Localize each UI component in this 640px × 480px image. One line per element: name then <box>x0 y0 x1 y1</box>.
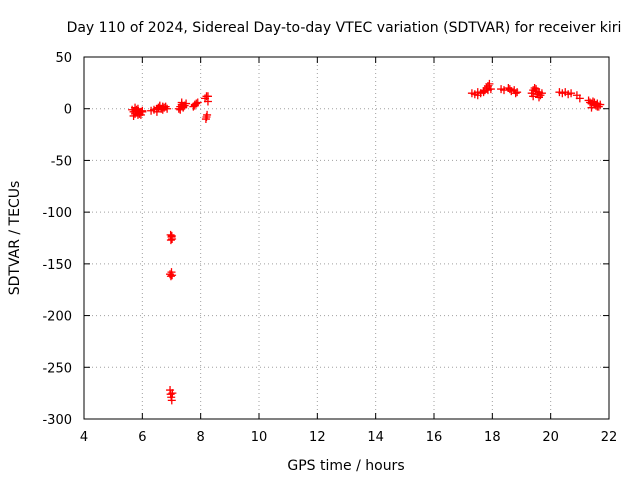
data-points <box>128 79 605 405</box>
x-tick-label: 22 <box>601 430 618 445</box>
data-point <box>593 102 602 111</box>
x-tick-label: 12 <box>309 430 326 445</box>
y-tick-label: 50 <box>55 51 72 66</box>
data-point <box>129 111 138 120</box>
plot-frame <box>83 56 610 420</box>
y-tick-label: -200 <box>42 310 72 325</box>
data-point <box>590 98 599 107</box>
y-tick-label: -250 <box>42 361 72 376</box>
x-tick-label: 14 <box>367 430 384 445</box>
x-tick-label: 4 <box>80 430 88 445</box>
data-point <box>511 89 520 98</box>
x-tick-label: 20 <box>542 430 559 445</box>
data-point <box>168 271 177 280</box>
data-point <box>567 89 576 98</box>
data-point <box>177 98 186 107</box>
data-point <box>535 93 543 102</box>
data-point <box>500 86 508 95</box>
data-point <box>529 92 538 101</box>
x-tick-label: 6 <box>138 430 146 445</box>
x-axis-label: GPS time / hours <box>287 458 404 474</box>
grid-lines <box>84 57 609 419</box>
y-tick-label: 0 <box>64 103 72 118</box>
data-point <box>587 103 596 112</box>
x-tick-label: 8 <box>197 430 205 445</box>
data-point <box>163 104 172 113</box>
y-tick-label: -150 <box>42 258 72 273</box>
y-tick-label: -100 <box>42 206 72 221</box>
y-tick-label: -300 <box>42 413 72 428</box>
data-point <box>166 270 175 279</box>
data-point <box>532 85 541 94</box>
data-point <box>483 86 492 95</box>
data-point <box>138 106 147 115</box>
data-point <box>179 102 188 111</box>
y-axis-label: SDTVAR / TECUs <box>7 181 23 296</box>
x-tick-label: 18 <box>484 430 501 445</box>
data-point <box>152 107 161 116</box>
data-point <box>513 88 522 97</box>
data-point <box>505 85 514 94</box>
data-point <box>575 94 584 103</box>
data-point <box>167 231 176 240</box>
data-point <box>537 89 546 98</box>
data-point <box>166 236 175 245</box>
data-point <box>131 103 140 112</box>
data-point <box>158 102 167 111</box>
data-point <box>485 79 494 88</box>
data-point <box>473 91 482 100</box>
x-tick-label: 10 <box>251 430 268 445</box>
data-point <box>136 107 145 116</box>
data-point <box>168 389 177 398</box>
y-tick-label: -50 <box>51 154 72 169</box>
data-point <box>479 88 488 97</box>
data-point <box>202 112 211 121</box>
chart-title: Day 110 of 2024, Sidereal Day-to-day VTE… <box>67 20 622 36</box>
data-point <box>190 101 199 110</box>
data-point <box>203 92 212 101</box>
data-point <box>167 396 176 405</box>
x-tick-label: 16 <box>426 430 443 445</box>
axis-ticks: 4 6 8 10 12 14 16 18 20 22 50 0 -50 -100 -150 -200 -250 -… <box>42 51 617 445</box>
